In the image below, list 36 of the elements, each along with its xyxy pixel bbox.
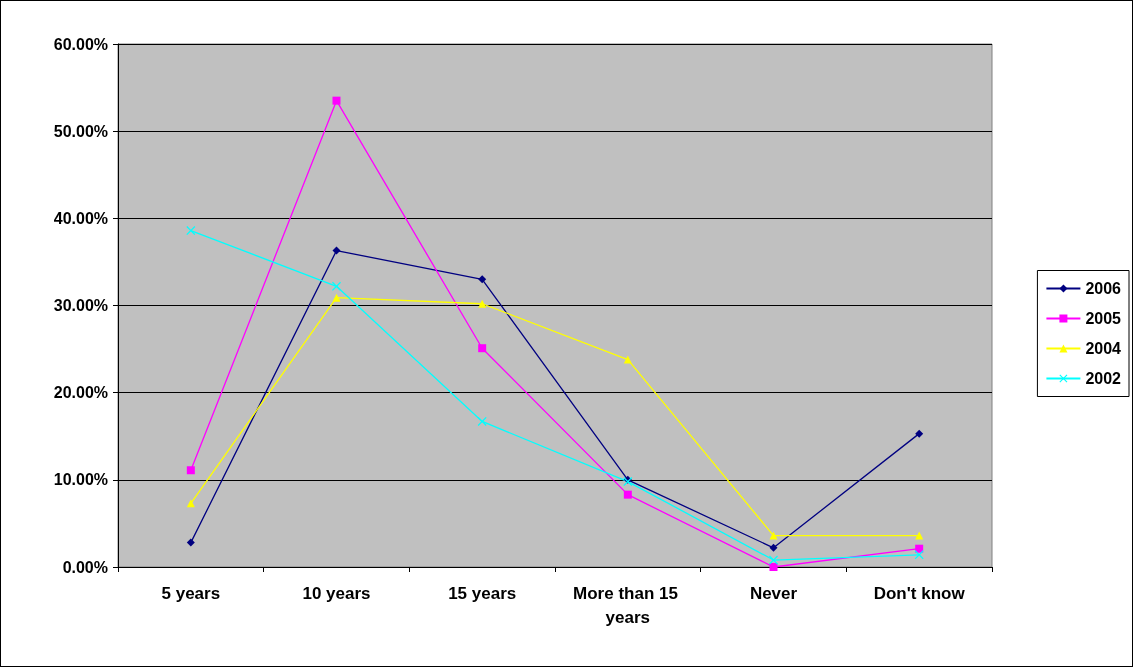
point [332,96,341,105]
y-tick-label: 30.00% [53,297,108,314]
point [769,563,778,571]
point [478,275,487,284]
legend-label: 2002 [1085,370,1122,387]
point [186,538,195,547]
point [623,490,632,499]
point [915,429,924,438]
point [478,299,487,308]
point [769,531,778,540]
point [769,555,778,565]
legend-label: 2006 [1085,280,1122,297]
x-tick-label: 10 years [302,583,371,603]
y-tick-label: 40.00% [53,209,108,227]
y-tick-label: 50.00% [53,122,108,140]
legend-label: 2004 [1085,340,1122,357]
point [769,543,778,552]
point [915,531,924,540]
point [477,416,487,426]
point [332,281,341,291]
point [332,246,341,255]
y-tick-label: 10.00% [53,471,108,489]
x-tick-label: 15 years [448,583,517,603]
point [623,355,632,364]
y-tick-label: 0.00% [62,558,108,576]
point [186,466,195,475]
point [332,293,341,302]
point [478,344,487,353]
legend-label: 2005 [1085,310,1122,327]
y-tick-label: 60.00% [53,35,108,53]
x-tick-label: 5 years [161,583,221,603]
point [186,226,196,236]
x-tick-label: Never [749,583,798,603]
x-tick-label: More than 15 years [573,583,683,627]
y-tick-label: 20.00% [53,384,108,402]
x-tick-label: Don't know [873,583,966,603]
